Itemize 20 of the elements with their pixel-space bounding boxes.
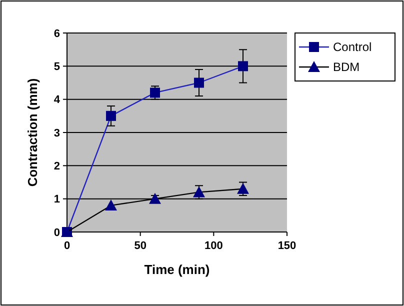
y-tick-label: 1	[54, 194, 60, 206]
legend-label: Control	[333, 40, 372, 54]
y-tick-label: 6	[54, 28, 60, 40]
y-tick-label: 3	[54, 127, 60, 140]
x-tick-label: 100	[204, 240, 223, 252]
point	[149, 192, 161, 204]
y-tick-label: 5	[54, 61, 60, 74]
point	[105, 199, 117, 210]
x-tick-label: 0	[64, 240, 70, 252]
y-axis-title: Contraction (mm)	[25, 78, 40, 187]
x-tick-label: 150	[278, 240, 296, 252]
point	[106, 110, 116, 121]
x-axis-title: Time (min)	[144, 262, 210, 277]
y-tick-label: 2	[54, 160, 60, 173]
point	[194, 78, 204, 88]
legend-label: BDM	[333, 60, 360, 74]
y-tick-label: 0	[54, 226, 60, 239]
x-tick-label: 50	[134, 240, 146, 252]
y-tick-label: 4	[54, 94, 61, 106]
point	[238, 61, 248, 72]
